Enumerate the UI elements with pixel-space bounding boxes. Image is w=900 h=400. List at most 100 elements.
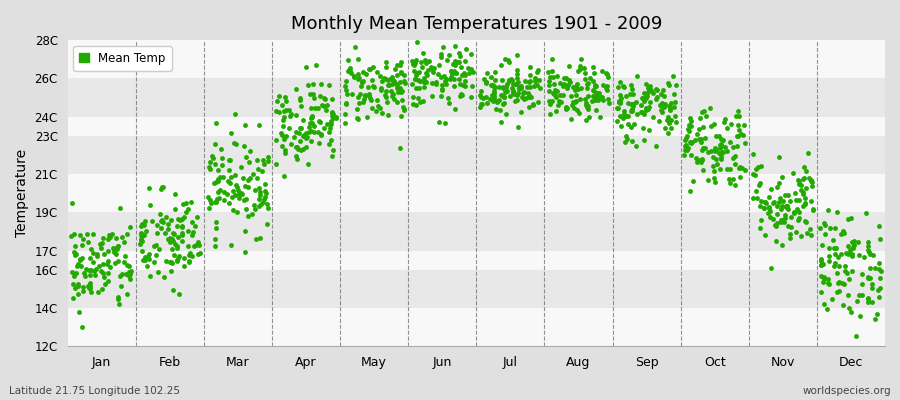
Point [338,120,352,126]
Point [511,90,526,96]
Point [275,117,290,123]
Point [454,52,468,59]
Point [150,222,165,228]
Point [188,223,202,229]
Point [653,102,668,108]
Point [83,285,97,291]
Point [873,236,887,242]
Point [814,262,828,268]
Point [237,197,251,204]
Point [211,188,225,195]
Point [284,141,298,147]
Point [80,283,94,290]
Point [133,229,148,236]
Point [425,80,439,86]
Point [223,180,238,186]
Point [158,258,173,265]
Point [545,98,560,104]
Point [778,204,793,210]
Point [715,149,729,156]
Point [796,191,811,198]
Point [861,298,876,305]
Point [627,121,642,127]
Point [408,60,422,66]
Point [166,230,180,236]
Point [307,95,321,102]
Point [454,64,468,70]
Point [526,101,540,108]
Point [317,94,331,101]
Point [165,246,179,252]
Point [508,98,522,104]
Point [816,260,831,267]
Point [418,70,433,77]
Point [791,217,806,223]
Point [483,74,498,80]
Point [107,248,122,255]
Point [842,243,856,250]
Point [513,109,527,115]
Point [74,263,88,269]
Point [750,195,764,202]
Point [162,237,176,244]
Point [790,177,805,184]
Point [616,115,630,122]
Point [503,93,517,100]
Point [496,93,510,99]
Point [418,78,433,85]
Point [442,99,456,106]
Point [438,78,453,84]
Point [277,135,292,142]
Point [171,255,185,261]
Point [170,222,184,229]
Point [114,271,129,277]
Point [571,85,585,92]
Text: worldspecies.org: worldspecies.org [803,386,891,396]
Point [158,230,172,236]
Point [716,137,730,143]
Point [845,250,859,257]
Point [191,250,205,257]
Point [797,201,812,208]
Point [79,266,94,272]
Point [98,280,112,287]
Point [254,201,268,208]
Point [293,102,308,109]
Point [695,147,709,153]
Point [304,113,319,120]
Point [527,78,542,84]
Point [573,66,588,72]
Point [523,72,537,78]
Point [478,94,492,100]
Point [354,82,368,89]
Point [796,203,811,209]
Point [160,221,175,227]
Point [292,95,307,102]
Point [516,90,530,96]
Point [680,145,695,151]
Point [493,62,508,68]
Point [770,184,784,190]
Point [438,80,453,87]
Point [624,100,638,107]
Point [152,246,166,252]
Point [72,231,86,238]
Point [351,116,365,122]
Point [109,245,123,252]
Point [381,82,395,88]
Point [798,168,813,174]
Point [212,195,226,202]
Point [554,92,568,98]
Point [76,235,90,242]
Point [800,230,814,236]
Point [804,232,818,238]
Point [412,69,427,76]
Point [365,77,380,83]
Point [523,84,537,90]
Point [320,121,334,128]
Point [361,84,375,90]
Point [614,95,628,101]
Point [798,218,813,224]
Point [728,152,742,159]
Point [225,194,239,200]
